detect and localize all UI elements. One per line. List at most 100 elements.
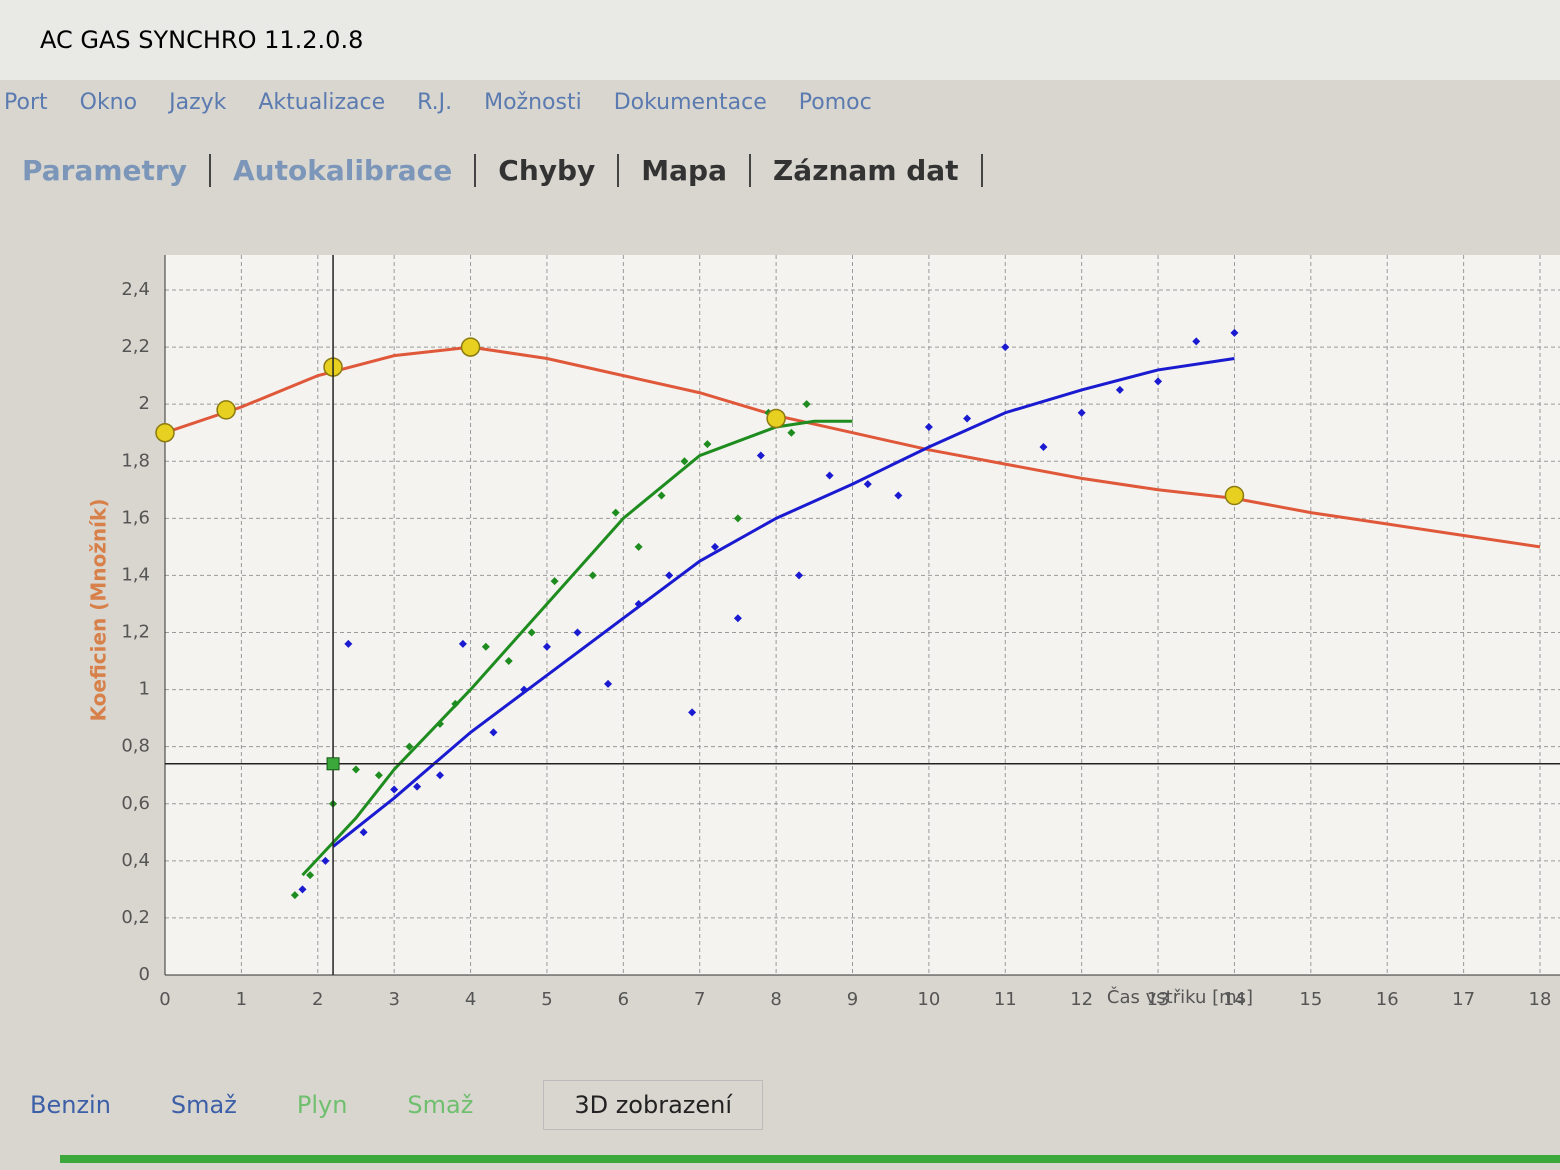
y-axis-title: Koeficien (Množník) — [87, 499, 111, 722]
menu-item[interactable]: Port — [4, 90, 48, 115]
menu-bar: Port Okno Jazyk Aktualizace R.J. Možnosti Doku… — [0, 80, 1560, 125]
chart: Koeficien (Množník) Čas vstřiku [ms] 0 0,… — [87, 255, 1560, 1010]
app-title: AC GAS SYNCHRO 11.2.0.8 — [40, 26, 364, 54]
data-point — [733, 614, 742, 623]
tab[interactable]: Autokalibrace — [211, 153, 477, 187]
data-point — [711, 542, 719, 551]
data-point — [611, 508, 620, 517]
y-tick-label: 1,2 — [121, 622, 150, 643]
menu-item[interactable]: Jazyk — [169, 90, 227, 115]
curve — [332, 357, 1235, 848]
data-point — [634, 599, 643, 608]
button[interactable]: Plyn — [296, 1091, 348, 1119]
data-point — [787, 428, 796, 437]
y-tick-label: 0 — [139, 964, 150, 985]
control-point — [1224, 485, 1245, 506]
tab[interactable]: Chyby — [476, 153, 620, 187]
x-tick-label: 15 — [1299, 989, 1322, 1010]
menu-item[interactable]: Možnosti — [484, 90, 582, 115]
x-tick-label: 7 — [694, 989, 705, 1010]
data-point — [359, 828, 368, 837]
data-point — [1039, 442, 1048, 451]
data-point — [963, 414, 972, 423]
data-point — [894, 491, 903, 500]
y-tick-label: 2,4 — [121, 279, 150, 300]
x-tick-label: 4 — [465, 989, 476, 1010]
y-tick-label: 1,4 — [121, 564, 150, 585]
data-point — [321, 856, 330, 865]
button-row: Benzin Smaž Plyn Smaž 3D zobrazení — [0, 1060, 1560, 1150]
tab[interactable]: Mapa — [619, 153, 751, 187]
data-point — [550, 577, 559, 586]
y-tick-label: 0,2 — [121, 907, 150, 928]
data-point — [802, 400, 811, 409]
data-point — [688, 708, 697, 717]
x-tick-label: 10 — [917, 989, 940, 1010]
y-tick-label: 0,4 — [121, 850, 150, 871]
menu-item[interactable]: Pomoc — [798, 90, 872, 115]
data-point — [1115, 385, 1124, 394]
button[interactable]: Smaž — [170, 1091, 237, 1119]
tab-bar: Parametry Autokalibrace Chyby Mapa Záznam da… — [0, 130, 983, 210]
data-point — [634, 542, 643, 551]
x-tick-label: 8 — [770, 989, 781, 1010]
data-point — [436, 771, 444, 780]
data-point — [588, 571, 597, 580]
tab[interactable]: Parametry — [0, 153, 211, 187]
data-point — [795, 571, 804, 580]
button[interactable]: Benzin — [30, 1091, 111, 1119]
data-point — [1077, 408, 1086, 417]
menu-item[interactable]: R.J. — [417, 90, 453, 115]
data-point — [520, 685, 529, 694]
control-point — [216, 400, 236, 420]
data-point — [344, 639, 353, 648]
data-point — [527, 628, 536, 637]
data-point — [733, 514, 742, 523]
cursor-marker — [326, 757, 340, 771]
menu-item[interactable]: Dokumentace — [613, 90, 767, 115]
x-axis-title: Čas vstřiku [ms] — [1107, 986, 1253, 1008]
data-point — [1001, 343, 1010, 352]
x-tick-label: 12 — [1070, 989, 1093, 1010]
data-point — [573, 628, 582, 637]
data-point — [604, 679, 613, 688]
data-point — [374, 771, 383, 780]
plot-area — [165, 255, 1560, 975]
progress-bar — [60, 1155, 1560, 1163]
x-tick-label: 11 — [994, 989, 1017, 1010]
data-point — [413, 782, 422, 791]
x-tick-label: 3 — [388, 989, 399, 1010]
x-tick-label: 14 — [1223, 989, 1246, 1010]
button[interactable]: Smaž — [407, 1091, 474, 1119]
x-tick-label: 16 — [1376, 989, 1399, 1010]
y-tick-label: 0,8 — [121, 736, 150, 757]
menu-item[interactable]: Okno — [79, 90, 138, 115]
data-point — [1154, 377, 1163, 386]
x-tick-label: 5 — [541, 989, 552, 1010]
data-point — [489, 728, 498, 737]
data-point — [405, 742, 414, 751]
x-tick-label: 6 — [618, 989, 629, 1010]
data-point — [825, 471, 834, 480]
title-bar: AC GAS SYNCHRO 11.2.0.8 — [0, 0, 1560, 80]
data-point — [458, 639, 467, 648]
y-tick-label: 1 — [139, 679, 150, 700]
data-point — [298, 885, 307, 894]
data-point — [390, 785, 399, 794]
x-tick-label: 2 — [312, 989, 323, 1010]
button[interactable]: 3D zobrazení — [543, 1080, 764, 1130]
x-tick-label: 0 — [159, 989, 170, 1010]
tab[interactable]: Záznam dat — [751, 153, 983, 187]
y-tick-label: 0,6 — [121, 793, 150, 814]
x-tick-label: 18 — [1529, 989, 1552, 1010]
data-point — [924, 423, 933, 431]
curve — [164, 345, 1541, 549]
data-point — [504, 657, 513, 666]
y-tick-label: 1,8 — [121, 450, 150, 471]
data-point — [665, 571, 674, 580]
menu-item[interactable]: Aktualizace — [258, 90, 386, 115]
x-tick-label: 9 — [847, 989, 858, 1010]
data-point — [657, 491, 666, 500]
data-point — [1230, 328, 1239, 337]
